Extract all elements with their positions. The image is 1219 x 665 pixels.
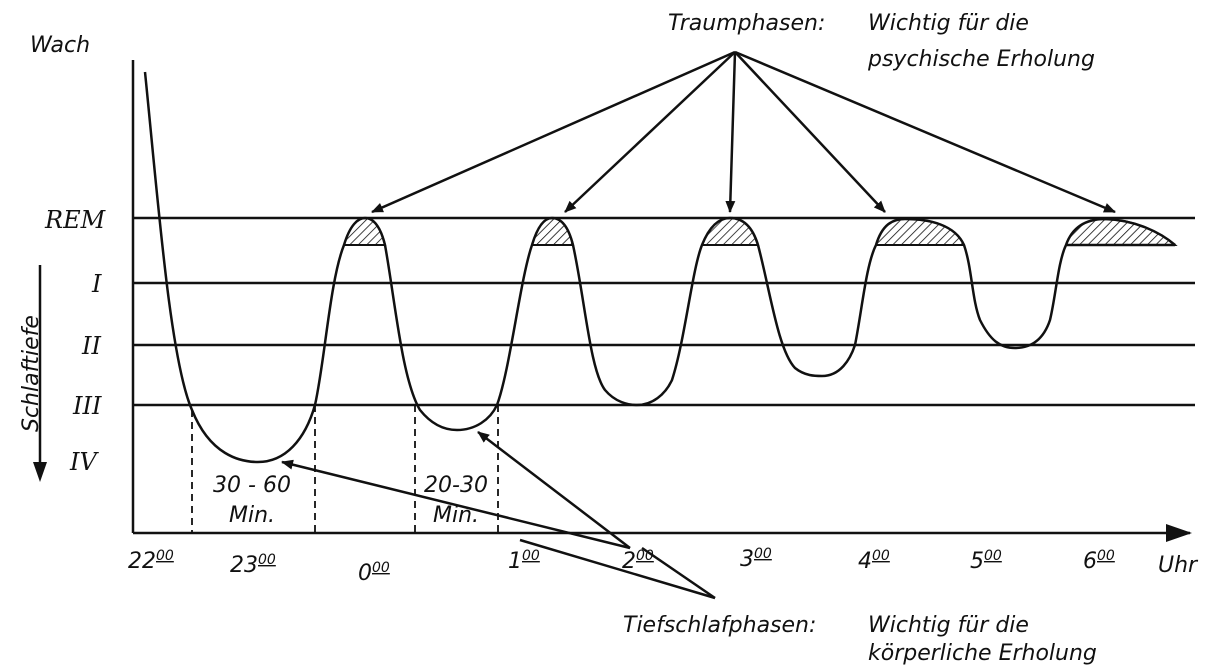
depth-arrowhead — [33, 462, 47, 482]
level-label: REM — [44, 206, 107, 234]
hour-labels: 2200 2300 000 100 200 300 400 500 600 — [128, 546, 1115, 586]
hour-label: 100 — [508, 548, 540, 574]
arrow — [734, 51, 886, 213]
hour-label: 000 — [358, 560, 390, 586]
rem-hump — [700, 216, 760, 246]
annotation-text: körperliche Erholung — [868, 641, 1097, 665]
rem-phases — [342, 216, 1178, 246]
unit-label: Uhr — [1158, 553, 1199, 578]
level-label: IV — [69, 448, 99, 476]
level-label: II — [81, 332, 101, 360]
dream-arrows — [371, 50, 1116, 214]
duration-label: 20-30 — [424, 473, 488, 498]
annotation-title: Tiefschlafphasen: — [623, 613, 816, 638]
duration-label: Min. — [229, 503, 275, 528]
hour-label: 2200 — [128, 548, 174, 574]
awake-label: Wach — [30, 33, 90, 58]
level-label: III — [72, 392, 102, 420]
arrow — [734, 50, 1116, 214]
deep-sleep-arrows — [281, 431, 716, 600]
duration-label: 30 - 60 — [213, 473, 291, 498]
annotation-text: psychische Erholung — [867, 47, 1095, 72]
hour-label: 200 — [622, 548, 654, 574]
hour-label: 300 — [740, 546, 772, 572]
arrow-line — [641, 546, 716, 600]
arrow — [371, 50, 736, 214]
arrow-line — [519, 538, 716, 600]
duration-label: Min. — [433, 503, 479, 528]
hour-label: 400 — [858, 548, 890, 574]
hour-label: 2300 — [230, 552, 276, 578]
hour-label: 600 — [1083, 548, 1115, 574]
annotation-title: Traumphasen: — [668, 11, 825, 36]
level-lines — [133, 216, 1195, 407]
sleep-curve — [143, 71, 1176, 464]
arrow — [477, 431, 631, 549]
hour-label: 500 — [970, 548, 1002, 574]
annotation-text: Wichtig für die — [868, 11, 1029, 36]
arrow — [281, 459, 631, 550]
level-label: I — [91, 270, 102, 298]
annotation-text: Wichtig für die — [868, 613, 1029, 638]
arrow — [564, 51, 736, 213]
arrow — [725, 51, 737, 213]
